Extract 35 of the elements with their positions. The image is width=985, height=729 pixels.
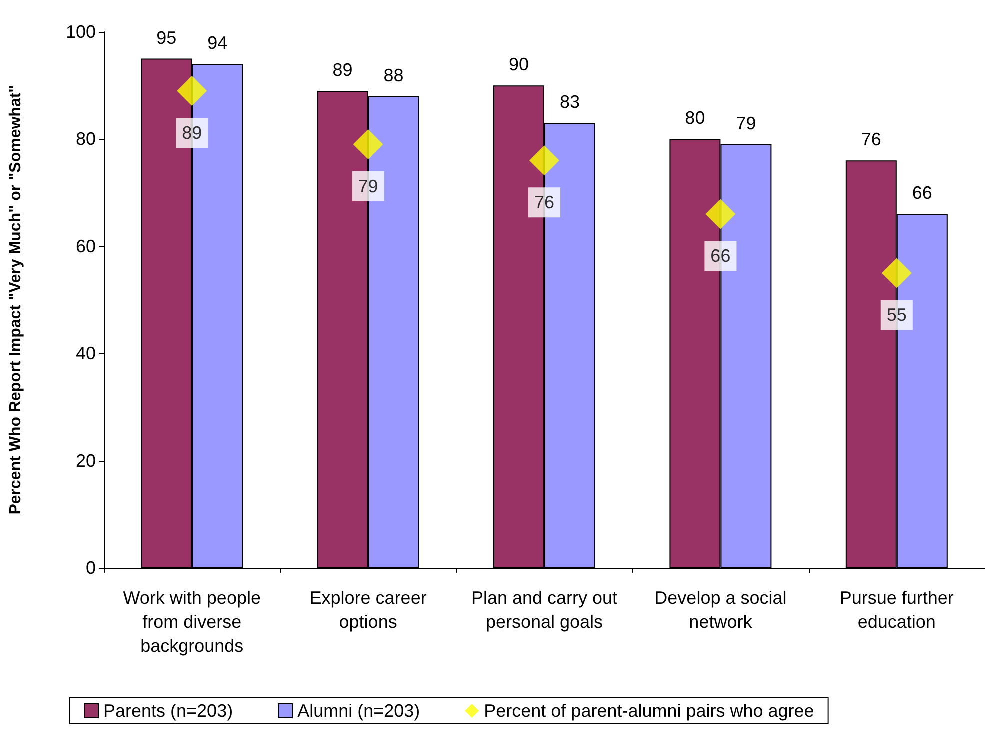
data-label: 88 [384, 65, 404, 86]
data-label: 79 [736, 114, 756, 134]
data-label: 94 [208, 33, 228, 54]
legend-label: Parents (n=203) [104, 701, 234, 721]
y-tick-label: 80 [76, 129, 96, 150]
data-label: 76 [861, 130, 882, 150]
data-label: 89 [182, 122, 202, 143]
x-tick-label: Work with people from diverse backgrounds [123, 588, 261, 656]
legend-label: Alumni (n=203) [298, 701, 420, 721]
data-label: 95 [156, 28, 177, 48]
y-tick-label: 60 [76, 236, 96, 256]
y-tick-label: 100 [66, 22, 96, 42]
y-tick-label: 40 [76, 344, 96, 364]
x-tick-label: Explore career options [310, 588, 427, 632]
data-label: 66 [710, 246, 731, 266]
legend-label: Percent of parent-alumni pairs who agree [484, 701, 814, 721]
data-label: 76 [534, 192, 555, 213]
point [353, 130, 384, 160]
x-tick-label: Pursue further education [840, 588, 954, 632]
data-label: 66 [912, 183, 932, 204]
point [177, 76, 208, 106]
data-label: 90 [508, 54, 530, 75]
y-tick-label: 20 [76, 450, 96, 471]
point [882, 258, 912, 288]
data-label: 79 [358, 176, 378, 197]
x-tick-label: Plan and carry out personal goals [471, 588, 618, 632]
x-tick-label: Develop a social network [654, 588, 787, 632]
point [530, 146, 560, 176]
data-label: 83 [560, 92, 580, 112]
y-axis-title: Percent Who Report Impact "Very Much" or "Somewhat" [8, 85, 24, 515]
data-label: 89 [332, 60, 353, 80]
data-label: 80 [685, 108, 706, 128]
point [706, 199, 736, 230]
data-label: 55 [886, 305, 907, 326]
y-tick-label: 0 [86, 558, 96, 578]
